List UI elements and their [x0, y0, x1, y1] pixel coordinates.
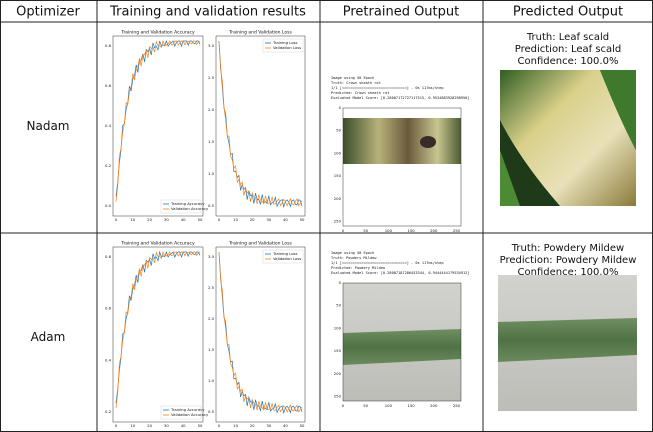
x-tick-label: 50: [363, 228, 368, 233]
pretrained-log-line: 1/1 [==============================] - 0…: [331, 86, 444, 90]
results-table: Optimizer Training and validation result…: [0, 0, 653, 432]
y-tick-label: 150: [334, 173, 342, 178]
x-tick-label: 50: [300, 423, 305, 428]
pretrained-log-line: Evaluated Model Score: [0.28007187286453…: [331, 271, 469, 275]
x-tick-label: 10: [130, 217, 135, 222]
y-tick-label: 200: [334, 196, 342, 201]
leaf-scald-photo: [500, 70, 636, 206]
y-tick-label: 2.5: [208, 75, 215, 80]
y-tick-label: 1.0: [208, 171, 215, 176]
powdery-mildew-photo: [498, 275, 637, 411]
y-tick-label: 50: [336, 128, 341, 133]
y-tick-label: 0.5: [208, 409, 215, 414]
optimizer-name: Nadam: [27, 119, 70, 133]
x-tick-label: 10: [233, 217, 238, 222]
x-tick-label: 250: [453, 403, 461, 408]
x-tick-label: 40: [181, 423, 186, 428]
x-tick-label: 30: [164, 423, 169, 428]
pretrained-log-line: Truth: Powdery Mildew: [331, 256, 377, 260]
y-tick-label: 1.5: [208, 139, 215, 144]
y-tick-label: 0.6: [105, 83, 112, 88]
x-tick-label: 50: [300, 217, 305, 222]
x-tick-label: 20: [147, 217, 152, 222]
prediction-line: Prediction: Leaf scald: [515, 44, 622, 55]
y-tick-label: 200: [334, 371, 342, 376]
x-tick-label: 150: [407, 228, 415, 233]
y-tick-label: 1.5: [208, 347, 215, 352]
x-tick-label: 100: [385, 403, 393, 408]
y-tick-label: 0.8: [105, 43, 112, 48]
mini-chart-title: Training and Validation Loss: [228, 30, 292, 36]
y-tick-label: 100: [334, 150, 342, 155]
optimizer-name: Adam: [31, 330, 66, 344]
header: Optimizer: [16, 5, 80, 20]
y-tick-label: 50: [336, 303, 341, 308]
y-tick-label: 0.4: [105, 357, 112, 362]
y-tick-label: 0.0: [105, 203, 112, 208]
prediction-line: Truth: Leaf scald: [526, 32, 609, 43]
legend-label: Validation Accuracy: [171, 412, 209, 417]
pretrained-log-line: Image using 50 Epoch: [331, 251, 374, 255]
x-tick-label: 30: [266, 423, 271, 428]
x-tick-label: 20: [250, 423, 255, 428]
x-tick-label: 50: [198, 423, 203, 428]
y-tick-label: 3.0: [208, 43, 215, 48]
y-tick-label: 2.0: [208, 316, 215, 321]
x-tick-label: 30: [164, 217, 169, 222]
y-tick-label: 1.0: [208, 378, 215, 383]
mini-chart-title: Training and Validation Accuracy: [120, 30, 195, 36]
prediction-line: Truth: Powdery Mildew: [511, 243, 624, 254]
pretrained-log-line: Image using 50 Epoch: [331, 76, 374, 80]
pretrained-log-line: Predicted: Crown sheath rot: [331, 91, 389, 95]
pretrained-log-line: Truth: Crown sheath rot: [331, 81, 381, 85]
pretrained-log-line: Predicted: Powdery Mildew: [331, 266, 386, 270]
leaf-stripe: [343, 329, 461, 365]
pretrained-log-line: Evaluated Model Score: [0.28007172727117…: [331, 96, 469, 100]
header: Pretrained Output: [343, 5, 459, 20]
x-tick-label: 40: [181, 217, 186, 222]
crown-sheath-rot-photo: [343, 118, 461, 164]
x-tick-label: 250: [453, 228, 461, 233]
x-tick-label: 40: [283, 217, 288, 222]
x-tick-label: 50: [198, 217, 203, 222]
x-tick-label: 30: [266, 217, 271, 222]
y-tick-label: 0.6: [105, 306, 112, 311]
x-tick-label: 200: [430, 228, 438, 233]
x-tick-label: 40: [283, 423, 288, 428]
y-tick-label: 100: [334, 325, 342, 330]
pretrained-log-line: 1/1 [==============================] - 0…: [331, 261, 444, 265]
y-tick-label: 0.4: [105, 123, 112, 128]
y-tick-label: 3.0: [208, 254, 215, 259]
x-tick-label: 50: [363, 403, 368, 408]
y-tick-label: 250: [334, 393, 342, 398]
x-tick-label: 100: [385, 228, 393, 233]
y-tick-label: 250: [334, 218, 342, 223]
x-tick-label: 10: [130, 423, 135, 428]
x-tick-label: 10: [233, 423, 238, 428]
prediction-line: Confidence: 100.0%: [518, 267, 619, 278]
y-tick-label: 2.5: [208, 285, 215, 290]
legend-label: Validation Accuracy: [171, 206, 209, 211]
x-tick-label: 150: [407, 403, 415, 408]
y-tick-label: 0.2: [105, 409, 112, 414]
y-tick-label: 150: [334, 348, 342, 353]
legend-label: Validation Loss: [273, 45, 301, 50]
y-tick-label: 0.5: [208, 203, 215, 208]
mini-chart-title: Training and Validation Loss: [228, 241, 292, 247]
y-tick-label: 0.2: [105, 163, 112, 168]
legend-label: Validation Loss: [273, 256, 301, 261]
header: Training and validation results: [109, 5, 306, 20]
header: Predicted Output: [513, 5, 623, 20]
y-tick-label: 2.0: [208, 107, 215, 112]
y-tick-label: 0.8: [105, 254, 112, 259]
x-tick-label: 20: [147, 423, 152, 428]
x-tick-label: 200: [430, 403, 438, 408]
mini-chart-title: Training and Validation Accuracy: [120, 241, 195, 247]
prediction-line: Confidence: 100.0%: [518, 56, 619, 67]
prediction-line: Prediction: Powdery Mildew: [500, 255, 637, 266]
x-tick-label: 20: [250, 217, 255, 222]
lesion: [420, 136, 436, 148]
